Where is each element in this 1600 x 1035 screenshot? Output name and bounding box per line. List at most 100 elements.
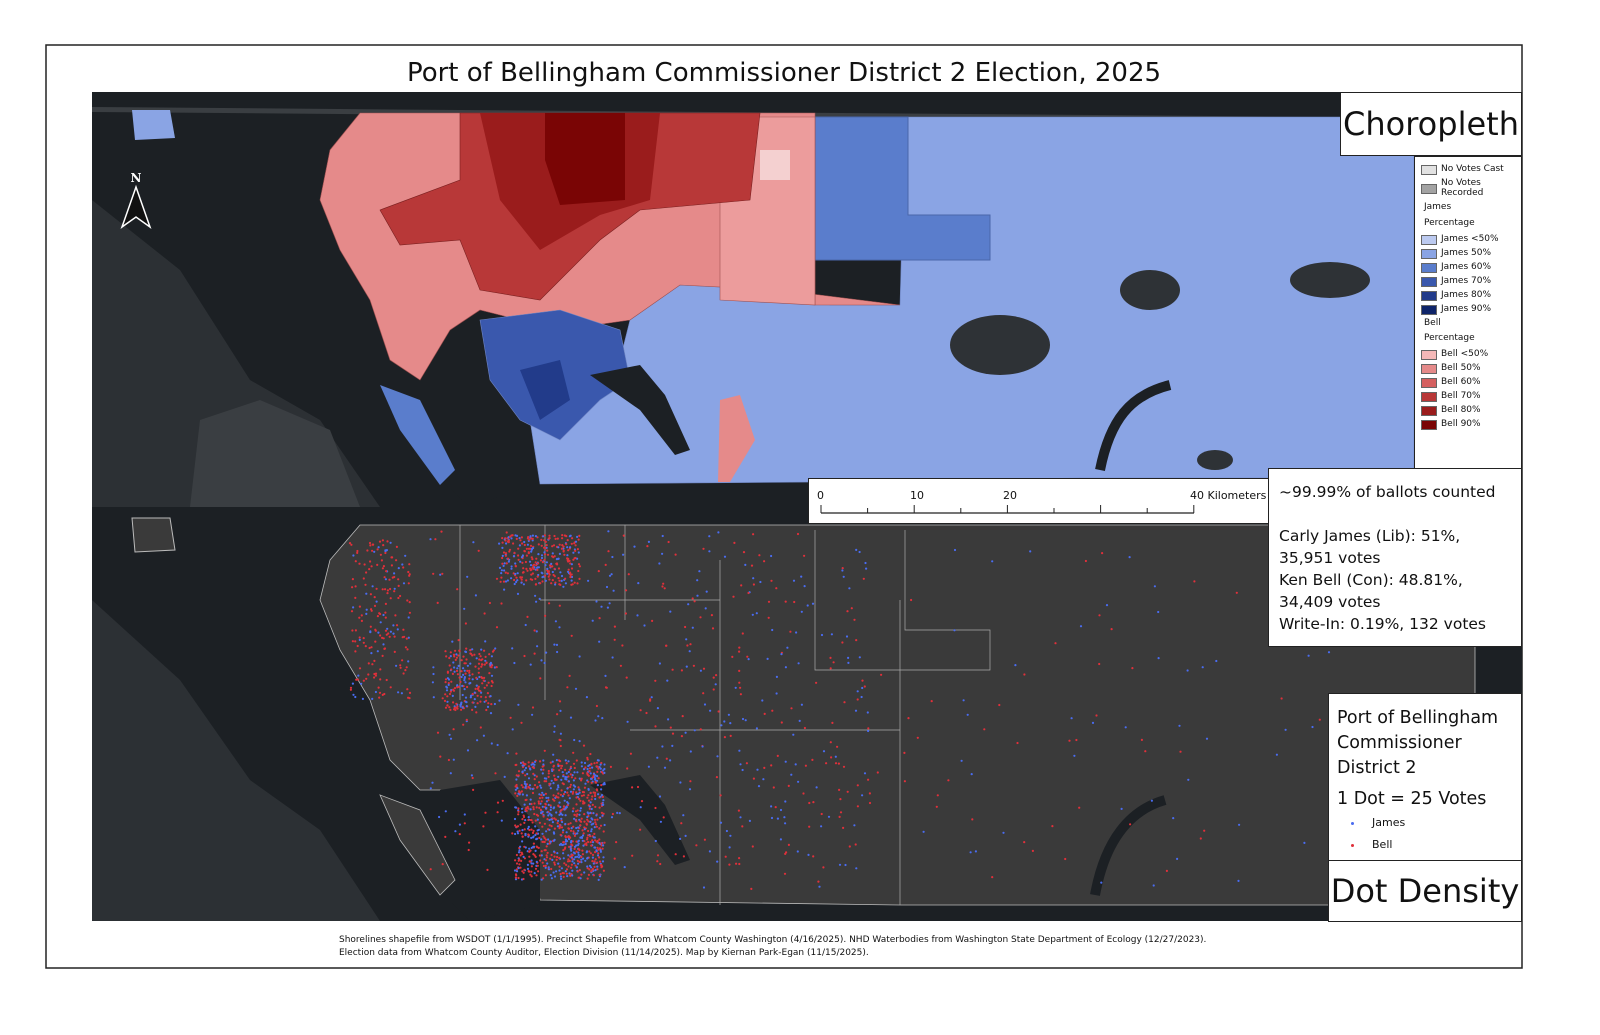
vote-dot (449, 772, 452, 775)
vote-dot (544, 803, 547, 806)
vote-dot (580, 794, 584, 797)
vote-dot (841, 569, 844, 572)
vote-dot (461, 684, 464, 688)
vote-dot (551, 570, 554, 574)
vote-dot (631, 854, 634, 857)
vote-dot (405, 666, 408, 669)
vote-dot (558, 700, 562, 703)
legend-heading: Bell (1424, 317, 1441, 328)
vote-dot (1078, 806, 1081, 809)
vote-dot (529, 578, 532, 581)
vote-dot (542, 768, 545, 771)
vote-dot (561, 843, 564, 847)
vote-dot (477, 667, 480, 670)
vote-dot (827, 815, 831, 818)
vote-dot (537, 802, 541, 805)
vote-dot (611, 656, 614, 659)
vote-dot (526, 867, 530, 871)
vote-dot (541, 765, 544, 768)
vote-dot (483, 649, 486, 652)
vote-dot (680, 735, 684, 738)
vote-dot (354, 695, 357, 699)
vote-dot (783, 816, 786, 819)
vote-dot (536, 645, 539, 648)
vote-dot (800, 575, 803, 578)
vote-dot (432, 666, 435, 669)
vote-dot (480, 695, 483, 698)
vote-dot (580, 817, 583, 820)
legend-item: Bell 80% (1421, 405, 1515, 417)
vote-dot (593, 836, 596, 839)
vote-dot (737, 809, 741, 812)
vote-dot (543, 534, 547, 537)
vote-dot (588, 767, 592, 770)
vote-dot (586, 856, 589, 859)
vote-dot (535, 845, 538, 848)
vote-dot (546, 818, 549, 821)
vote-dot (596, 868, 599, 871)
vote-dot (478, 658, 481, 661)
vote-dot (770, 805, 773, 808)
vote-dot (936, 794, 939, 797)
vote-dot (560, 764, 564, 768)
vote-dot (379, 668, 382, 671)
vote-dot (462, 723, 465, 726)
vote-dot (559, 571, 562, 574)
vote-dot (385, 570, 388, 573)
vote-dot (829, 656, 832, 660)
vote-dot (542, 835, 545, 838)
vote-dot (565, 772, 568, 775)
vote-dot (480, 663, 484, 666)
vote-dot (710, 614, 714, 617)
vote-dot (545, 800, 549, 803)
vote-dot (1140, 738, 1143, 742)
vote-dot (473, 698, 476, 701)
vote-dot (491, 664, 494, 667)
legend-label: Bell <50% (1441, 349, 1489, 360)
vote-dot (539, 802, 542, 805)
vote-dot (633, 545, 636, 548)
vote-dot (822, 750, 826, 753)
vote-dot (838, 863, 842, 866)
vote-dot (490, 674, 494, 677)
vote-dot (587, 774, 590, 777)
vote-dot (374, 629, 377, 632)
vote-dot (527, 818, 530, 822)
vote-dot (555, 870, 558, 873)
vote-dot (456, 684, 459, 687)
vote-dot (536, 818, 539, 821)
vote-dot (581, 849, 584, 852)
vote-dot (601, 803, 604, 807)
vote-dot (523, 762, 526, 765)
vote-dot (351, 578, 354, 581)
vote-dot (406, 688, 409, 691)
vote-dot (699, 728, 702, 731)
vote-dot (599, 816, 602, 819)
vote-dot (378, 696, 381, 699)
vote-dot (556, 537, 559, 540)
vote-dot (523, 821, 526, 825)
vote-dot (449, 655, 452, 658)
vote-dot (577, 840, 580, 843)
vote-dot (575, 815, 578, 818)
vote-dot (354, 596, 357, 600)
vote-dot (528, 767, 532, 770)
vote-dot (513, 869, 517, 872)
vote-dot (615, 841, 618, 844)
vote-dot (374, 674, 377, 677)
vote-dot (558, 579, 561, 582)
vote-dot (562, 805, 566, 808)
vote-dot (511, 832, 514, 835)
vote-dot (530, 865, 534, 868)
vote-dot (812, 801, 815, 804)
vote-dot (556, 650, 559, 654)
vote-dot (598, 640, 601, 643)
vote-dot (1203, 829, 1206, 832)
vote-dot (456, 673, 459, 676)
vote-dot (580, 858, 583, 861)
vote-dot (504, 552, 508, 555)
vote-dot (539, 760, 542, 763)
panel-label: Choropleth (1340, 92, 1522, 156)
vote-dot (547, 803, 550, 807)
